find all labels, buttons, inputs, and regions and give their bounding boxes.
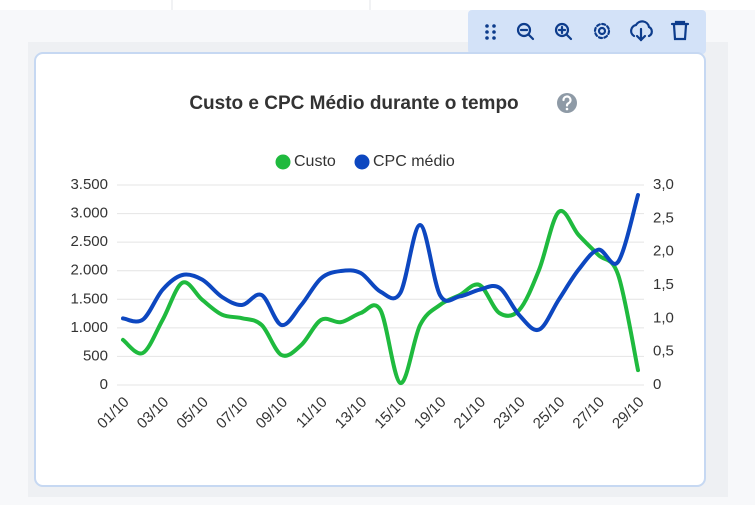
series-line <box>121 208 640 386</box>
y2-tick-label: 3,0 <box>653 176 674 193</box>
y-tick-label: 2.000 <box>70 262 108 279</box>
y2-tick-label: 1,5 <box>653 276 674 293</box>
y-tick-label: 3.500 <box>70 176 108 193</box>
y-tick-label: 3.000 <box>70 205 108 222</box>
y2-tick-label: 0 <box>653 376 661 393</box>
legend-label: CPC médio <box>373 153 455 170</box>
chart-card <box>34 52 706 487</box>
y2-tick-label: 2,5 <box>653 209 674 226</box>
zoom-out-icon[interactable] <box>516 22 535 41</box>
help-icon[interactable] <box>557 93 577 113</box>
y2-tick-label: 0,5 <box>653 343 674 360</box>
zoom-in-icon[interactable] <box>554 22 573 41</box>
top-strip <box>0 0 755 10</box>
settings-icon[interactable] <box>593 22 611 40</box>
chart-title: Custo e CPC Médio durante o tempo <box>189 93 518 114</box>
y-tick-label: 1.500 <box>70 290 108 307</box>
y2-tick-label: 1,0 <box>653 309 674 326</box>
y-tick-label: 2.500 <box>70 233 108 250</box>
y-tick-label: 1.000 <box>70 319 108 336</box>
legend-swatch <box>275 154 291 170</box>
y-tick-label: 500 <box>83 347 108 364</box>
series-line <box>121 193 640 333</box>
delete-icon[interactable] <box>670 20 690 41</box>
y-tick-label: 0 <box>100 376 108 393</box>
legend-swatch <box>354 154 370 170</box>
download-icon[interactable] <box>630 20 653 42</box>
y2-tick-label: 2,0 <box>653 243 674 260</box>
drag-icon[interactable] <box>485 24 496 40</box>
legend-label: Custo <box>294 153 336 170</box>
toolbar <box>468 10 706 54</box>
